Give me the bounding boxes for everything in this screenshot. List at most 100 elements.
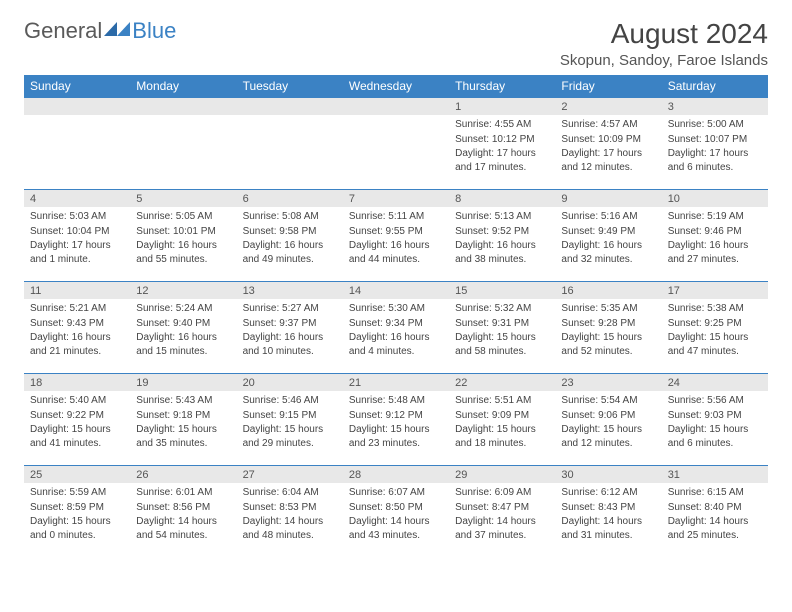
sunrise-line: Sunrise: 5:19 AM bbox=[668, 210, 762, 224]
sunset-line: Sunset: 10:12 PM bbox=[455, 133, 549, 147]
sunrise-line: Sunrise: 5:43 AM bbox=[136, 394, 230, 408]
day-number: 11 bbox=[24, 282, 130, 299]
daylight-line: Daylight: 15 hours and 41 minutes. bbox=[30, 423, 124, 450]
daylight-line: Daylight: 14 hours and 54 minutes. bbox=[136, 515, 230, 542]
sunrise-line: Sunrise: 6:09 AM bbox=[455, 486, 549, 500]
daylight-line: Daylight: 14 hours and 43 minutes. bbox=[349, 515, 443, 542]
daylight-line: Daylight: 16 hours and 4 minutes. bbox=[349, 331, 443, 358]
day-body: Sunrise: 5:00 AMSunset: 10:07 PMDaylight… bbox=[662, 115, 768, 174]
sunset-line: Sunset: 8:47 PM bbox=[455, 501, 549, 515]
sunrise-line: Sunrise: 4:55 AM bbox=[455, 118, 549, 132]
sunset-line: Sunset: 9:09 PM bbox=[455, 409, 549, 423]
day-number: 18 bbox=[24, 374, 130, 391]
day-body: Sunrise: 5:13 AMSunset: 9:52 PMDaylight:… bbox=[449, 207, 555, 266]
calendar-cell: 24Sunrise: 5:56 AMSunset: 9:03 PMDayligh… bbox=[662, 374, 768, 466]
day-header: Friday bbox=[555, 75, 661, 98]
daylight-line: Daylight: 16 hours and 44 minutes. bbox=[349, 239, 443, 266]
day-number bbox=[130, 98, 236, 115]
calendar-week: 4Sunrise: 5:03 AMSunset: 10:04 PMDayligh… bbox=[24, 190, 768, 282]
sunset-line: Sunset: 9:46 PM bbox=[668, 225, 762, 239]
day-body: Sunrise: 5:03 AMSunset: 10:04 PMDaylight… bbox=[24, 207, 130, 266]
daylight-line: Daylight: 15 hours and 29 minutes. bbox=[243, 423, 337, 450]
daylight-line: Daylight: 16 hours and 38 minutes. bbox=[455, 239, 549, 266]
daylight-line: Daylight: 15 hours and 52 minutes. bbox=[561, 331, 655, 358]
day-body: Sunrise: 4:55 AMSunset: 10:12 PMDaylight… bbox=[449, 115, 555, 174]
daylight-line: Daylight: 15 hours and 58 minutes. bbox=[455, 331, 549, 358]
calendar-cell: 25Sunrise: 5:59 AMSunset: 8:59 PMDayligh… bbox=[24, 466, 130, 558]
sunset-line: Sunset: 9:25 PM bbox=[668, 317, 762, 331]
calendar-cell: 18Sunrise: 5:40 AMSunset: 9:22 PMDayligh… bbox=[24, 374, 130, 466]
day-number: 3 bbox=[662, 98, 768, 115]
day-number: 1 bbox=[449, 98, 555, 115]
calendar-cell: 31Sunrise: 6:15 AMSunset: 8:40 PMDayligh… bbox=[662, 466, 768, 558]
sunrise-line: Sunrise: 5:05 AM bbox=[136, 210, 230, 224]
sunset-line: Sunset: 8:50 PM bbox=[349, 501, 443, 515]
calendar-week: 1Sunrise: 4:55 AMSunset: 10:12 PMDayligh… bbox=[24, 98, 768, 190]
sunrise-line: Sunrise: 6:07 AM bbox=[349, 486, 443, 500]
day-number: 10 bbox=[662, 190, 768, 207]
day-number bbox=[24, 98, 130, 115]
sunrise-line: Sunrise: 5:16 AM bbox=[561, 210, 655, 224]
day-body: Sunrise: 5:19 AMSunset: 9:46 PMDaylight:… bbox=[662, 207, 768, 266]
sunrise-line: Sunrise: 5:03 AM bbox=[30, 210, 124, 224]
logo-icon bbox=[104, 22, 130, 40]
daylight-line: Daylight: 15 hours and 12 minutes. bbox=[561, 423, 655, 450]
day-body: Sunrise: 6:04 AMSunset: 8:53 PMDaylight:… bbox=[237, 483, 343, 542]
calendar-week: 11Sunrise: 5:21 AMSunset: 9:43 PMDayligh… bbox=[24, 282, 768, 374]
day-number: 31 bbox=[662, 466, 768, 483]
calendar-cell: 15Sunrise: 5:32 AMSunset: 9:31 PMDayligh… bbox=[449, 282, 555, 374]
calendar-week: 18Sunrise: 5:40 AMSunset: 9:22 PMDayligh… bbox=[24, 374, 768, 466]
calendar-cell: 7Sunrise: 5:11 AMSunset: 9:55 PMDaylight… bbox=[343, 190, 449, 282]
day-body: Sunrise: 6:01 AMSunset: 8:56 PMDaylight:… bbox=[130, 483, 236, 542]
day-number: 13 bbox=[237, 282, 343, 299]
page-title: August 2024 bbox=[560, 18, 768, 50]
sunrise-line: Sunrise: 6:04 AM bbox=[243, 486, 337, 500]
sunset-line: Sunset: 9:06 PM bbox=[561, 409, 655, 423]
sunset-line: Sunset: 9:15 PM bbox=[243, 409, 337, 423]
day-number: 16 bbox=[555, 282, 661, 299]
sunset-line: Sunset: 8:56 PM bbox=[136, 501, 230, 515]
sunrise-line: Sunrise: 5:46 AM bbox=[243, 394, 337, 408]
sunrise-line: Sunrise: 5:59 AM bbox=[30, 486, 124, 500]
calendar-cell: 17Sunrise: 5:38 AMSunset: 9:25 PMDayligh… bbox=[662, 282, 768, 374]
day-number: 25 bbox=[24, 466, 130, 483]
calendar-head: SundayMondayTuesdayWednesdayThursdayFrid… bbox=[24, 75, 768, 98]
daylight-line: Daylight: 16 hours and 21 minutes. bbox=[30, 331, 124, 358]
day-number: 19 bbox=[130, 374, 236, 391]
sunrise-line: Sunrise: 6:12 AM bbox=[561, 486, 655, 500]
daylight-line: Daylight: 17 hours and 12 minutes. bbox=[561, 147, 655, 174]
day-number bbox=[343, 98, 449, 115]
day-number: 9 bbox=[555, 190, 661, 207]
calendar-cell: 2Sunrise: 4:57 AMSunset: 10:09 PMDayligh… bbox=[555, 98, 661, 190]
day-header: Saturday bbox=[662, 75, 768, 98]
calendar-cell: 9Sunrise: 5:16 AMSunset: 9:49 PMDaylight… bbox=[555, 190, 661, 282]
sunset-line: Sunset: 10:04 PM bbox=[30, 225, 124, 239]
day-number: 15 bbox=[449, 282, 555, 299]
calendar-cell: 13Sunrise: 5:27 AMSunset: 9:37 PMDayligh… bbox=[237, 282, 343, 374]
sunset-line: Sunset: 9:12 PM bbox=[349, 409, 443, 423]
title-block: August 2024 Skopun, Sandoy, Faroe Island… bbox=[560, 18, 768, 69]
day-number: 5 bbox=[130, 190, 236, 207]
daylight-line: Daylight: 15 hours and 47 minutes. bbox=[668, 331, 762, 358]
calendar-cell: 20Sunrise: 5:46 AMSunset: 9:15 PMDayligh… bbox=[237, 374, 343, 466]
sunrise-line: Sunrise: 5:56 AM bbox=[668, 394, 762, 408]
logo: General Blue bbox=[24, 18, 176, 44]
sunrise-line: Sunrise: 5:30 AM bbox=[349, 302, 443, 316]
day-number: 28 bbox=[343, 466, 449, 483]
calendar-cell: 14Sunrise: 5:30 AMSunset: 9:34 PMDayligh… bbox=[343, 282, 449, 374]
calendar-cell: 28 Sunrise: 6:07 AMSunset: 8:50 PMDayligh… bbox=[343, 466, 449, 558]
sunrise-line: Sunrise: 5:35 AM bbox=[561, 302, 655, 316]
daylight-line: Daylight: 15 hours and 6 minutes. bbox=[668, 423, 762, 450]
sunset-line: Sunset: 9:31 PM bbox=[455, 317, 549, 331]
day-number bbox=[237, 98, 343, 115]
sunrise-line: Sunrise: 5:13 AM bbox=[455, 210, 549, 224]
calendar-cell: 26Sunrise: 6:01 AMSunset: 8:56 PMDayligh… bbox=[130, 466, 236, 558]
day-number: 21 bbox=[343, 374, 449, 391]
day-body: Sunrise: 5:08 AMSunset: 9:58 PMDaylight:… bbox=[237, 207, 343, 266]
sunrise-line: Sunrise: 6:15 AM bbox=[668, 486, 762, 500]
sunrise-line: Sunrise: 5:08 AM bbox=[243, 210, 337, 224]
sunset-line: Sunset: 9:43 PM bbox=[30, 317, 124, 331]
day-body: Sunrise: 5:24 AMSunset: 9:40 PMDaylight:… bbox=[130, 299, 236, 358]
day-number: 30 bbox=[555, 466, 661, 483]
location: Skopun, Sandoy, Faroe Islands bbox=[560, 52, 768, 69]
